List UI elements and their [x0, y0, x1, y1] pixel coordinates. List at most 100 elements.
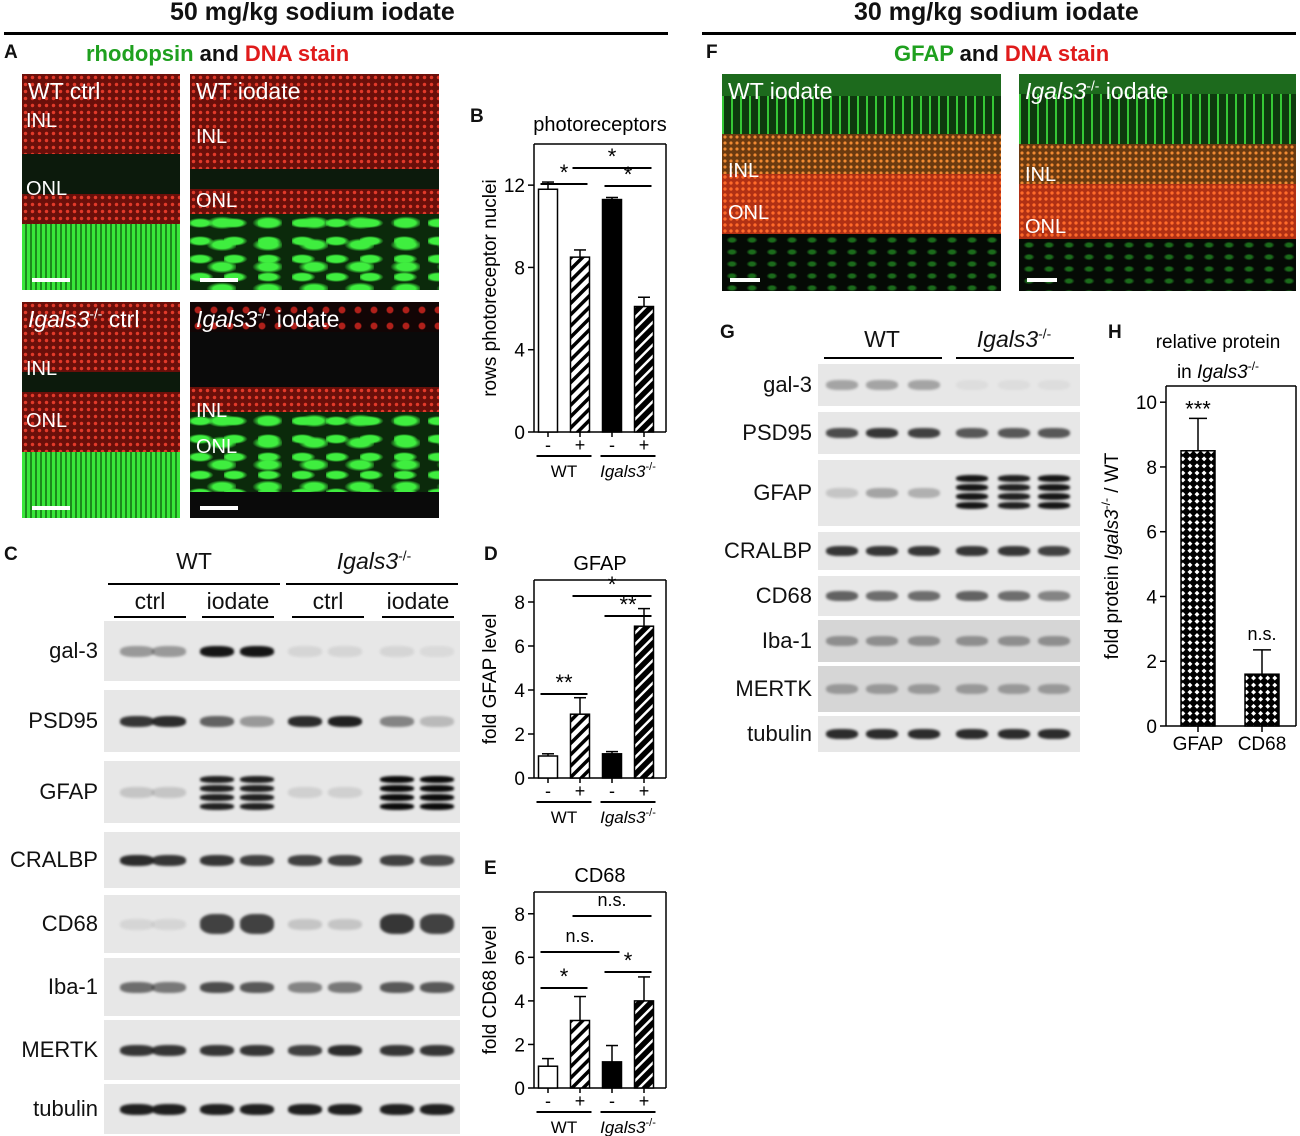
scale-bar	[32, 278, 70, 282]
image-label-text: WT iodate	[196, 78, 301, 104]
micrograph-lgals3-ctrl: Igals3-/- ctrl INL ONL	[22, 302, 180, 518]
blot-strip	[104, 1084, 460, 1134]
panel-label-g: G	[720, 322, 735, 343]
x-tick-label: +	[575, 781, 586, 801]
panel-f-title: GFAP and DNA stain	[894, 41, 1109, 67]
image-label: WT iodate	[196, 78, 300, 105]
x-tick-label: +	[639, 1091, 650, 1111]
blot-band	[866, 591, 898, 601]
blot-band	[152, 786, 186, 798]
blot-strip	[104, 761, 460, 823]
image-label-text: WT ctrl	[28, 78, 101, 104]
gene-name: Igals3	[1102, 509, 1123, 560]
scale-bar	[1027, 278, 1057, 282]
scale-bar	[200, 278, 238, 282]
image-label: Igals3-/- ctrl	[28, 306, 139, 333]
x-tick-label: CD68	[1238, 734, 1287, 755]
blot-band	[288, 715, 322, 727]
image-label-text: ctrl	[102, 306, 140, 332]
blot-band	[1038, 475, 1070, 482]
blot-strip	[104, 958, 460, 1016]
bar	[1180, 450, 1216, 727]
blot-label: gal-3	[763, 372, 812, 397]
blot-band	[826, 546, 858, 556]
layer-label-onl: ONL	[26, 410, 68, 432]
blot-band	[998, 475, 1030, 482]
blot-band	[380, 1103, 414, 1115]
blot-band	[240, 776, 274, 783]
blot-strip	[818, 716, 1080, 752]
blot-band	[120, 981, 154, 993]
blot-band	[200, 715, 234, 727]
blot-band	[328, 645, 362, 657]
panel-label-h: H	[1108, 322, 1122, 343]
blot-band	[866, 546, 898, 556]
blot-band	[956, 493, 988, 500]
bar	[601, 198, 623, 433]
significance-label: n.s.	[597, 890, 626, 910]
y-tick-label: 0	[514, 769, 525, 790]
blot-band	[120, 854, 154, 866]
bar	[633, 625, 655, 779]
significance-label: *	[560, 160, 569, 185]
blot-band	[240, 803, 274, 810]
genotype-superscript: -/-	[398, 548, 412, 564]
panel-label-f: F	[706, 42, 718, 63]
tissue-layer	[722, 134, 1001, 179]
blot-band	[328, 981, 362, 993]
blot-band	[1038, 380, 1070, 390]
blot-band	[956, 729, 988, 739]
genotype-superscript: -/-	[1099, 498, 1113, 509]
blot-band	[908, 546, 940, 556]
chart-title: CD68	[574, 865, 625, 887]
y-axis-label: fold GFAP level	[480, 614, 501, 745]
blot-band	[200, 1044, 234, 1056]
blot-band	[380, 645, 414, 657]
blot-band	[152, 645, 186, 657]
gene-name: Igals3	[976, 326, 1039, 352]
image-label-text: iodate	[1099, 78, 1169, 104]
y-tick-label: 4	[1146, 587, 1157, 608]
blot-band	[420, 803, 454, 810]
blot-strip	[818, 460, 1080, 526]
scale-bar	[730, 278, 760, 282]
blot-band	[200, 785, 234, 792]
y-tick-label: 4	[514, 681, 525, 702]
layer-label-inl: INL	[26, 358, 58, 380]
chart-title: GFAP	[573, 553, 626, 575]
blot-band	[120, 1103, 154, 1115]
y-tick-label: 4	[514, 992, 525, 1013]
gene-name: Igals3	[600, 462, 646, 481]
blot-band	[380, 715, 414, 727]
group-underline	[114, 616, 186, 618]
layer-label-inl: INL	[728, 160, 760, 182]
blot-band	[200, 794, 234, 801]
significance-label: **	[555, 670, 573, 695]
group-label-text: WT	[864, 326, 900, 352]
blot-band	[826, 488, 858, 498]
genotype-superscript: -/-	[1038, 326, 1052, 342]
blot-label: CRALBP	[9, 847, 98, 872]
y-tick-label: 10	[1136, 393, 1157, 414]
y-tick-label: 6	[1146, 523, 1157, 544]
x-tick-label: -	[545, 435, 551, 455]
blot-strip	[818, 412, 1080, 454]
tissue-layer	[22, 302, 180, 372]
header-left-rule	[4, 32, 668, 35]
layer-label-inl: INL	[26, 110, 58, 132]
tissue-layer	[1019, 184, 1296, 239]
header-right-rule	[702, 32, 1296, 35]
blot-band	[240, 981, 274, 993]
blot-band	[152, 981, 186, 993]
blot-band	[908, 636, 940, 646]
blot-band	[200, 854, 234, 866]
blot-band	[420, 1044, 454, 1056]
image-label: Igals3-/- iodate	[196, 306, 339, 333]
blot-band	[120, 918, 154, 930]
gene-name: Igals3	[28, 306, 90, 332]
bar	[537, 1065, 559, 1089]
blot-band	[1038, 484, 1070, 491]
y-tick-label: 6	[514, 948, 525, 969]
